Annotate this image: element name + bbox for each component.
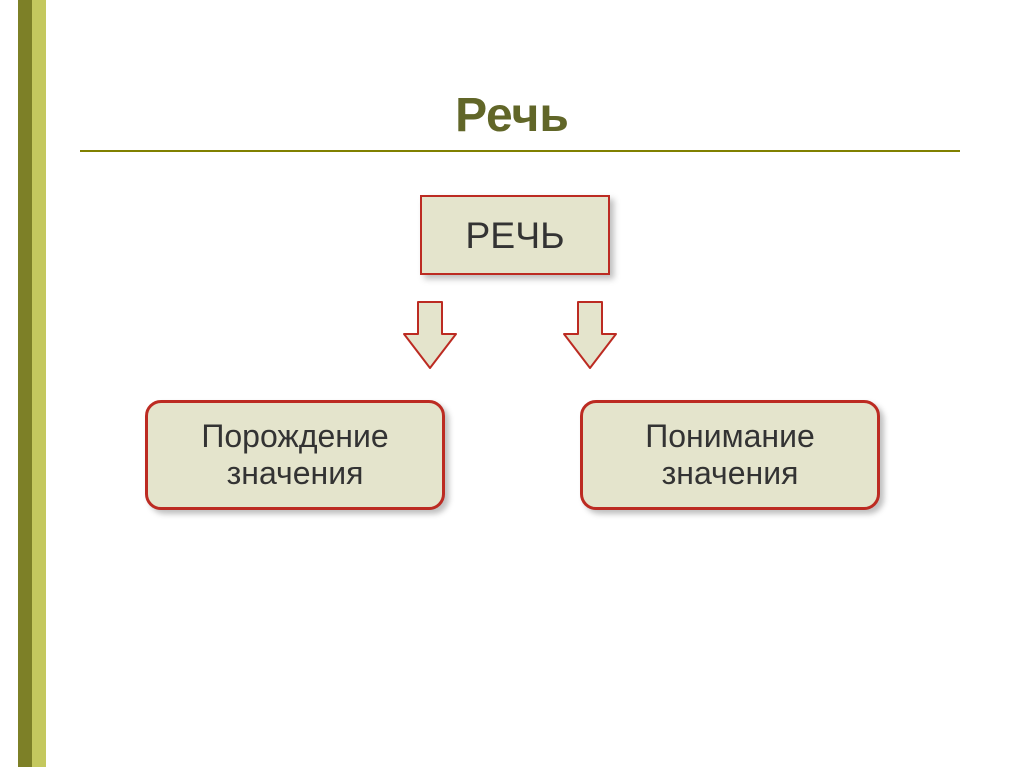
branch-left-line1: Порождение — [201, 418, 388, 455]
slide-title: Речь — [0, 88, 1024, 143]
branch-left-line2: значения — [227, 455, 364, 492]
diagram-root-box: РЕЧЬ — [420, 195, 610, 275]
arrow-down-left-icon — [400, 300, 460, 370]
branch-right-line2: значения — [662, 455, 799, 492]
arrow-down-right-icon — [560, 300, 620, 370]
branch-right-line1: Понимание — [645, 418, 814, 455]
title-underline — [80, 150, 960, 152]
slide: Речь РЕЧЬ Порождение значения Понимание … — [0, 0, 1024, 767]
diagram-root-label: РЕЧЬ — [465, 214, 564, 257]
diagram-branch-left: Порождение значения — [145, 400, 445, 510]
diagram-branch-right: Понимание значения — [580, 400, 880, 510]
